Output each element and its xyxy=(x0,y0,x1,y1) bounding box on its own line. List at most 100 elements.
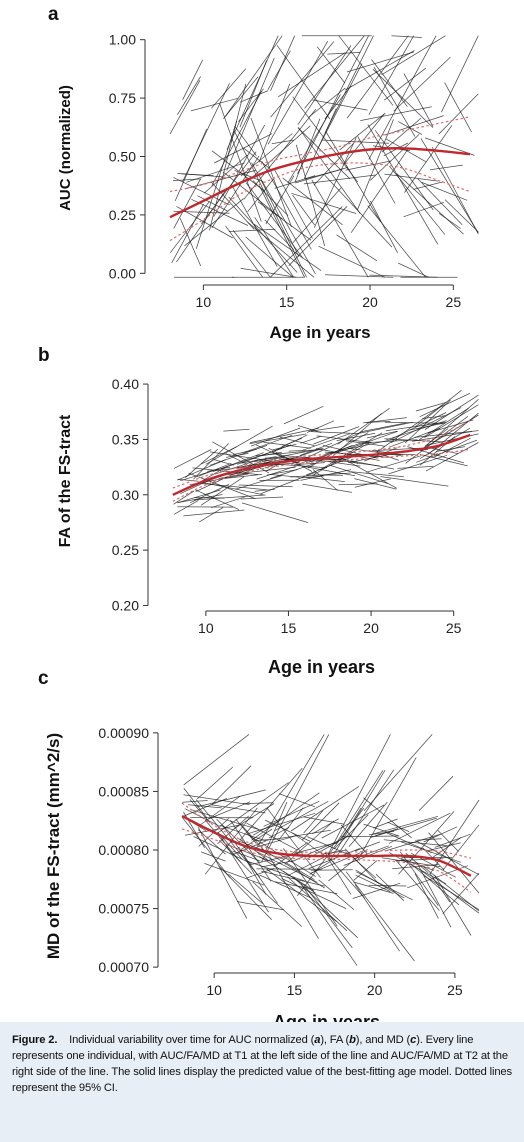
individual-trajectory xyxy=(435,446,466,452)
individual-trajectory xyxy=(362,422,406,432)
individual-trajectory xyxy=(232,850,261,862)
individual-trajectory xyxy=(345,160,391,171)
individual-trajectory xyxy=(350,148,409,233)
individual-trajectory xyxy=(328,849,368,882)
individual-trajectory xyxy=(232,230,271,278)
individual-trajectory xyxy=(173,500,199,515)
individual-trajectory xyxy=(266,469,298,476)
axes-b: 0.20 0.25 0.30 0.35 0.40 10 15 20 25 xyxy=(112,376,462,636)
individual-trajectory xyxy=(181,817,231,879)
individual-trajectory xyxy=(270,35,296,91)
individual-trajectory xyxy=(177,494,223,504)
individual-trajectory xyxy=(225,453,248,465)
x-tick-label: 15 xyxy=(281,620,297,636)
individual-trajectory xyxy=(419,868,480,914)
individual-trajectory xyxy=(210,496,246,509)
individual-trajectory xyxy=(196,789,266,808)
individual-trajectory xyxy=(193,494,266,501)
individual-trajectory xyxy=(235,818,257,845)
individual-trajectory xyxy=(312,818,339,835)
individual-trajectory xyxy=(428,832,480,894)
individual-trajectory xyxy=(415,402,447,412)
individual-trajectory xyxy=(301,802,340,841)
individual-trajectory xyxy=(204,154,248,194)
individual-trajectory xyxy=(291,834,352,863)
individual-trajectory xyxy=(384,115,444,136)
individual-trajectory xyxy=(224,35,283,117)
x-tick-label: 25 xyxy=(447,982,463,998)
x-tick-label: 25 xyxy=(446,620,462,636)
individual-trajectory xyxy=(197,766,234,800)
individual-trajectory xyxy=(288,449,323,452)
y-tick-label: 0.00 xyxy=(109,265,136,281)
individual-trajectory xyxy=(366,421,391,423)
individual-trajectory xyxy=(197,482,267,491)
individual-trajectory xyxy=(263,800,320,827)
y-tick-label: 1.00 xyxy=(109,32,136,48)
individual-trajectory xyxy=(444,82,472,133)
individual-trajectory xyxy=(404,125,453,193)
individual-trajectory xyxy=(298,475,324,479)
individual-trajectory xyxy=(210,181,255,230)
individual-trajectory xyxy=(252,180,289,216)
individual-trajectory xyxy=(410,863,460,906)
individual-trajectory xyxy=(259,856,315,891)
individual-trajectory xyxy=(240,133,293,177)
y-tick-label: 0.35 xyxy=(112,431,139,447)
individual-trajectory xyxy=(424,137,475,156)
individual-trajectory xyxy=(363,734,433,812)
individual-trajectory xyxy=(381,857,441,867)
individual-trajectory xyxy=(374,130,434,211)
fit-curve-b xyxy=(172,433,471,496)
figure-caption: Figure 2. Individual variability over ti… xyxy=(12,1032,516,1096)
individual-trajectory xyxy=(169,201,210,254)
x-tick-label: 10 xyxy=(196,294,212,310)
x-tick-label: 10 xyxy=(198,620,214,636)
individual-trajectory xyxy=(269,206,343,278)
individual-trajectory xyxy=(282,177,343,226)
individual-trajectory xyxy=(398,810,455,875)
individual-trajectory xyxy=(433,437,471,458)
individual-trajectory xyxy=(321,804,385,839)
individual-trajectory xyxy=(271,139,294,145)
individual-trajectory xyxy=(228,873,264,904)
individual-trajectory xyxy=(236,901,285,911)
individual-trajectory xyxy=(173,449,212,469)
individual-trajectory xyxy=(416,862,452,928)
individual-trajectory xyxy=(292,96,358,183)
x-axis-label-b: Age in years xyxy=(268,657,375,677)
individual-trajectory xyxy=(219,835,269,913)
panel-a-auc: a 0.00 0.25 0.50 0.75 1.00 10 15 20 25 AUC (norm… xyxy=(48,4,479,342)
individual-trajectory xyxy=(419,393,471,418)
individual-trajectory xyxy=(413,181,444,190)
individual-trajectory xyxy=(223,428,250,432)
individual-trajectory xyxy=(324,35,374,133)
caption-a: a xyxy=(314,1034,321,1046)
individual-trajectory xyxy=(442,873,480,915)
individual-trajectory xyxy=(257,835,297,847)
individual-trajectory xyxy=(274,800,329,832)
individual-trajectory xyxy=(169,80,201,135)
individual-trajectory xyxy=(352,882,401,899)
individual-trajectory xyxy=(389,852,447,885)
individual-trajectory xyxy=(350,460,395,470)
individual-trajectory xyxy=(403,201,445,218)
individual-trajectory xyxy=(306,454,358,476)
individual-trajectory xyxy=(182,59,204,100)
individual-trajectory xyxy=(188,472,256,500)
individual-trajectory xyxy=(261,161,312,250)
individual-trajectory xyxy=(324,174,393,248)
individual-trajectory xyxy=(355,874,391,892)
individual-trajectory xyxy=(369,200,398,253)
axes-c: 0.00070 0.00075 0.00080 0.00085 0.00090 10 15 2… xyxy=(98,725,462,998)
individual-trajectory xyxy=(338,35,394,106)
individual-trajectory xyxy=(259,874,312,899)
individual-trajectory xyxy=(261,870,325,887)
x-axis-label-a: Age in years xyxy=(269,323,370,342)
individual-trajectory xyxy=(232,448,257,456)
individual-trajectory xyxy=(418,775,454,811)
individual-trajectory xyxy=(200,481,264,496)
individual-trajectory xyxy=(341,835,399,838)
individual-trajectory xyxy=(209,451,269,461)
